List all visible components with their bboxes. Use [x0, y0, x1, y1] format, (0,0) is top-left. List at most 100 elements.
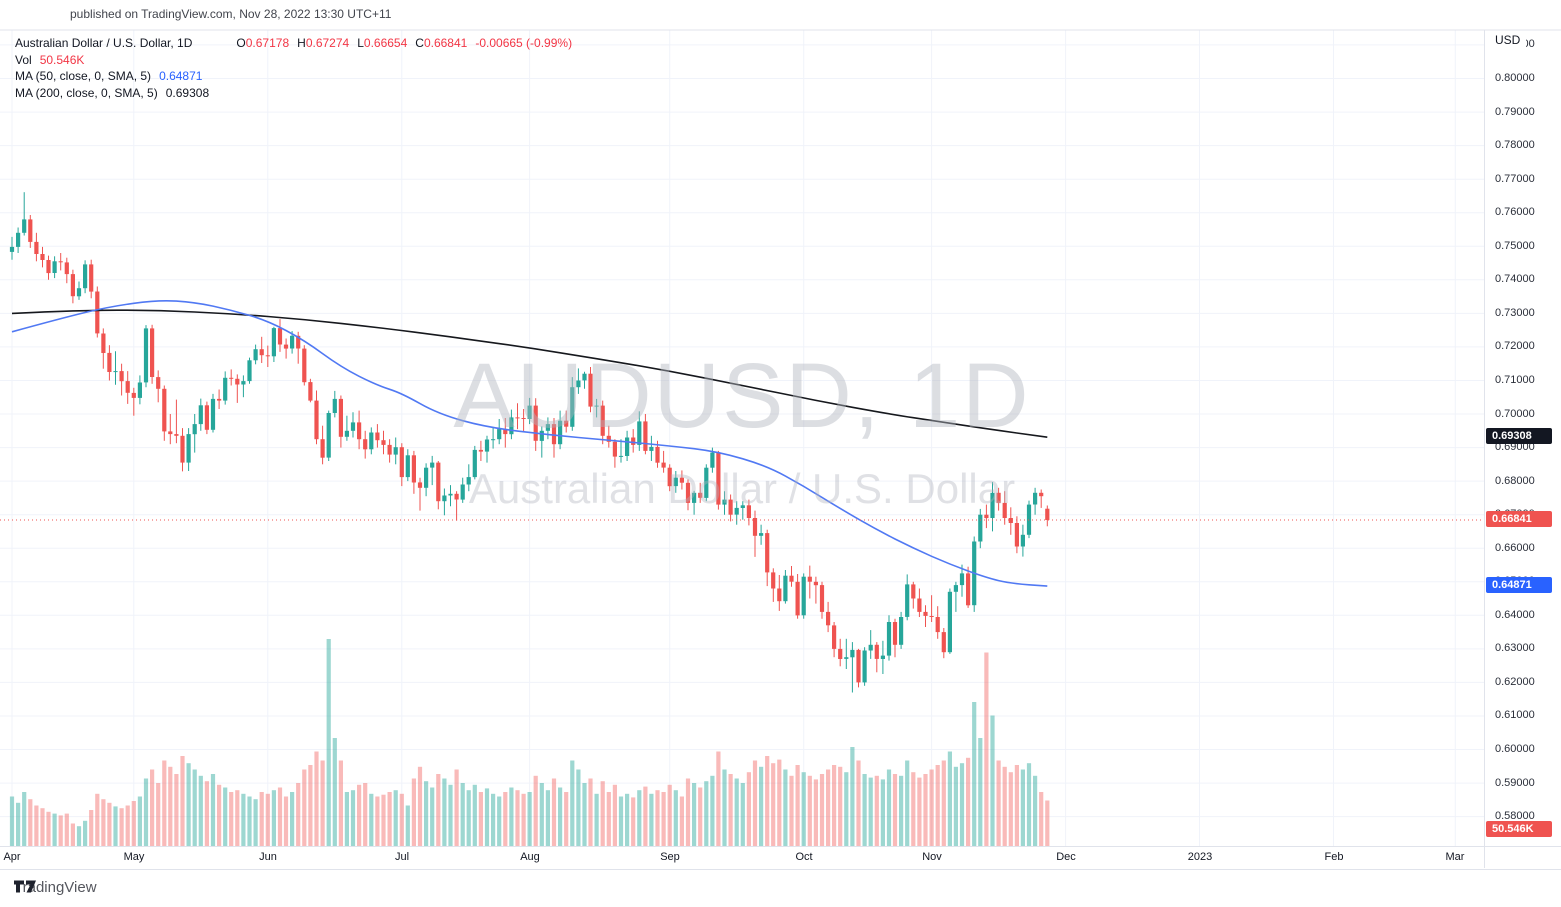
candle-body	[929, 616, 934, 617]
candle-body	[34, 241, 39, 254]
volume-bar	[350, 790, 356, 846]
candle-body	[886, 622, 892, 656]
volume-bar	[83, 820, 88, 846]
candle-body	[387, 444, 392, 455]
candle-body	[235, 378, 240, 385]
candle-body	[143, 328, 149, 383]
candle-body	[905, 584, 910, 617]
ohlc-close: C0.66841	[415, 36, 468, 50]
candle-body	[186, 434, 191, 463]
volume-bar	[905, 760, 910, 846]
volume-bar	[180, 756, 185, 846]
candle-body	[448, 493, 453, 496]
candle-body	[375, 432, 380, 441]
volume-bar	[399, 793, 404, 846]
footer-brand[interactable]: TradingView	[14, 879, 97, 896]
volume-bar	[241, 793, 246, 846]
candle-body	[430, 462, 435, 468]
candle-body	[253, 349, 258, 361]
price-tick-label: 0.62000	[1495, 676, 1535, 688]
candle-body	[52, 261, 57, 273]
volume-bar	[576, 769, 581, 846]
candle-body	[771, 572, 776, 589]
candle-body	[466, 477, 471, 485]
candle-body	[283, 344, 289, 349]
price-axis[interactable]: USD 0.810000.800000.790000.780000.770000…	[1484, 30, 1561, 868]
volume-bar	[1039, 792, 1044, 846]
volume-bar	[119, 808, 124, 846]
volume-bar	[953, 766, 958, 846]
volume-bar	[850, 747, 855, 846]
volume-bar	[34, 805, 39, 846]
candle-body	[582, 373, 587, 381]
candle-body	[612, 441, 617, 457]
volume-bar	[1014, 765, 1019, 846]
candle-body	[405, 455, 410, 478]
volume-bar	[95, 793, 100, 846]
candle-body	[844, 657, 849, 659]
volume-bar	[405, 805, 410, 846]
time-axis[interactable]: Apr May Jun Jul Aug Sep Oct Nov Dec 2023 Feb Mar	[0, 846, 1561, 870]
volume-bar	[710, 775, 715, 846]
volume-bar	[990, 715, 995, 846]
volume-bar	[417, 766, 423, 846]
volume-bar	[1045, 800, 1050, 846]
candle-body	[265, 355, 270, 357]
volume-bar	[150, 769, 155, 846]
volume-bar	[89, 810, 94, 846]
legend-symbol-row: Australian Dollar / U.S. Dollar, 1D O0.6…	[15, 35, 572, 52]
volume-bar	[156, 783, 161, 846]
volume-bar	[186, 763, 191, 846]
candle-body	[832, 625, 837, 649]
candle-body	[923, 611, 928, 616]
ma50-label[interactable]: MA (50, close, 0, SMA, 5)	[15, 69, 152, 83]
volume-bar	[430, 787, 435, 846]
candle-body	[174, 434, 179, 436]
candle-body	[746, 505, 751, 518]
volume-bar	[826, 769, 831, 846]
candle-body	[947, 591, 952, 653]
candle-body	[570, 387, 575, 427]
volume-bar	[679, 796, 684, 846]
volume-bar	[64, 813, 69, 846]
candle-body	[460, 484, 465, 500]
volume-bar	[28, 799, 33, 846]
candle-body	[716, 452, 721, 505]
volume-bar	[509, 787, 514, 846]
price-tick-label: 0.64000	[1495, 609, 1535, 621]
candle-body	[399, 447, 404, 478]
candle-body	[710, 452, 715, 468]
candle-body	[46, 260, 51, 274]
volume-bar	[143, 778, 149, 846]
volume-bar	[229, 792, 234, 846]
volume-bar	[844, 772, 849, 846]
candle-body	[880, 655, 885, 659]
volume-bar	[819, 774, 825, 846]
candle-body	[826, 611, 831, 626]
candle-body	[217, 398, 222, 401]
volume-bar	[472, 784, 477, 846]
volume-bar	[832, 765, 837, 846]
candle-body	[673, 477, 678, 487]
candle-body	[472, 449, 477, 478]
ohlc-high: H0.67274	[297, 36, 350, 50]
symbol-title[interactable]: Australian Dollar / U.S. Dollar, 1D	[15, 36, 193, 50]
volume-label[interactable]: Vol	[15, 52, 32, 67]
candle-body	[564, 420, 569, 427]
price-tick-label: 0.73000	[1495, 307, 1535, 319]
ohlc-low: L0.66654	[357, 36, 408, 50]
candle-body	[229, 377, 234, 379]
volume-bar	[1020, 769, 1025, 846]
volume-bar	[52, 813, 57, 846]
price-tick-label: 0.79000	[1495, 106, 1535, 118]
ma200-label[interactable]: MA (200, close, 0, SMA, 5)	[15, 85, 158, 100]
volume-bar	[551, 778, 557, 846]
volume-bar	[332, 738, 337, 846]
candle-body	[509, 417, 514, 435]
volume-bar	[947, 751, 952, 846]
volume-bar	[113, 806, 118, 846]
candle-body	[959, 573, 965, 586]
candle-body	[131, 392, 136, 398]
candle-body	[95, 291, 100, 334]
